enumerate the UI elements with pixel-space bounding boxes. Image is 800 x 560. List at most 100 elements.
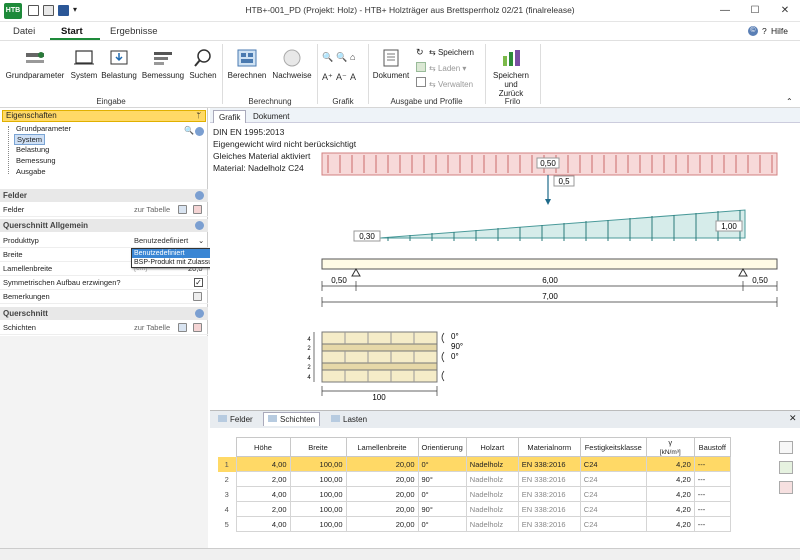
export-icon[interactable] bbox=[416, 77, 426, 87]
row-edit-icon[interactable] bbox=[779, 441, 793, 454]
cell-o[interactable]: 0° bbox=[417, 516, 467, 532]
tree-item-grundparameter[interactable]: Grundparameter bbox=[16, 124, 72, 133]
tab-datei[interactable]: Datei bbox=[13, 26, 36, 37]
cell-o[interactable]: 0° bbox=[417, 486, 467, 502]
dropdown-option-benutzedefiniert[interactable]: Benutzedefiniert bbox=[132, 249, 227, 258]
quick-access-dropdown-icon[interactable]: ▾ bbox=[73, 5, 78, 14]
lamellenbreite-input[interactable]: 20,0 bbox=[188, 264, 203, 273]
system-button[interactable]: System bbox=[68, 48, 100, 80]
cell-g[interactable]: 4,20 bbox=[645, 486, 695, 502]
cell-o[interactable]: 90° bbox=[417, 501, 467, 517]
nachweise-button[interactable]: Nachweise bbox=[270, 48, 314, 80]
symmetrisch-checkbox[interactable]: ✓ bbox=[194, 278, 203, 287]
col-breite[interactable]: Breite bbox=[289, 437, 347, 457]
cell-fk[interactable]: C24 bbox=[579, 471, 647, 487]
info-icon[interactable]: © bbox=[748, 26, 758, 36]
cell-bs[interactable]: --- bbox=[693, 501, 731, 517]
cell-fk[interactable]: C24 bbox=[579, 486, 647, 502]
tree-item-system[interactable]: System bbox=[14, 134, 46, 145]
cell-l[interactable]: 20,00 bbox=[345, 486, 419, 502]
cell-fk[interactable]: C24 bbox=[579, 501, 647, 517]
edit-icon[interactable] bbox=[193, 205, 202, 214]
tab-schichten[interactable]: Schichten bbox=[263, 412, 321, 426]
collapse-icon[interactable] bbox=[195, 191, 204, 200]
col-hoehe[interactable]: Höhe bbox=[235, 437, 291, 457]
cell-norm[interactable]: EN 338:2016 bbox=[517, 486, 581, 502]
cell-h[interactable]: 2,00 bbox=[235, 501, 291, 517]
table-icon[interactable] bbox=[178, 205, 187, 214]
new-file-icon[interactable] bbox=[28, 5, 39, 16]
cell-holz[interactable]: Nadelholz bbox=[465, 471, 519, 487]
edit-icon[interactable] bbox=[193, 323, 202, 332]
search-icon[interactable]: 🔍 bbox=[184, 126, 194, 135]
collapse-icon[interactable] bbox=[195, 221, 204, 230]
tab-dokument[interactable]: Dokument bbox=[253, 112, 290, 121]
save-icon[interactable] bbox=[43, 5, 54, 16]
collapse-icon[interactable] bbox=[195, 309, 204, 318]
belastung-button[interactable]: Belastung bbox=[100, 48, 138, 80]
cell-bs[interactable]: --- bbox=[693, 516, 731, 532]
speichern-profil-button[interactable]: ⇆ Speichern bbox=[429, 48, 474, 57]
cell-fk[interactable]: C24 bbox=[579, 456, 647, 472]
pin-icon[interactable]: ᛘ bbox=[196, 111, 201, 120]
cell-holz[interactable]: Nadelholz bbox=[465, 516, 519, 532]
tab-start[interactable]: Start bbox=[61, 26, 83, 37]
produkttyp-select[interactable]: Benutzedefiniert bbox=[134, 236, 189, 245]
col-lamellenbreite[interactable]: Lamellenbreite bbox=[345, 437, 419, 457]
cell-b[interactable]: 100,00 bbox=[289, 501, 347, 517]
grundparameter-button[interactable]: Grundparameter bbox=[3, 48, 67, 80]
table-row[interactable]: 2 2,00 100,00 20,00 90° Nadelholz EN 338:2016 C… bbox=[218, 471, 731, 487]
refresh-icon[interactable]: ↻ bbox=[416, 47, 424, 57]
col-baustoff[interactable]: Baustoff bbox=[693, 437, 731, 457]
help-icon[interactable]: ? bbox=[762, 26, 767, 36]
schichten-to-table[interactable]: zur Tabelle bbox=[134, 323, 171, 332]
word-icon[interactable] bbox=[58, 5, 69, 16]
cell-b[interactable]: 100,00 bbox=[289, 516, 347, 532]
tab-lasten[interactable]: Lasten bbox=[327, 413, 371, 426]
table-icon[interactable] bbox=[178, 323, 187, 332]
row-delete-icon[interactable] bbox=[779, 481, 793, 494]
table-row[interactable]: 4 2,00 100,00 20,00 90° Nadelholz EN 338:2016 C… bbox=[218, 501, 731, 517]
cell-l[interactable]: 20,00 bbox=[345, 471, 419, 487]
tab-ergebnisse[interactable]: Ergebnisse bbox=[110, 26, 158, 37]
cell-g[interactable]: 4,20 bbox=[645, 471, 695, 487]
home-icon[interactable]: ⌂ bbox=[350, 52, 356, 62]
chevron-down-icon[interactable]: ⌄ bbox=[198, 236, 205, 245]
speichern-und-zurueck-button[interactable]: Speichern und Zurück bbox=[488, 48, 534, 98]
cell-norm[interactable]: EN 338:2016 bbox=[517, 471, 581, 487]
tab-grafik[interactable]: Grafik bbox=[213, 110, 247, 123]
cell-l[interactable]: 20,00 bbox=[345, 501, 419, 517]
help-menu[interactable]: Hilfe bbox=[771, 26, 789, 36]
cell-h[interactable]: 4,00 bbox=[235, 486, 291, 502]
close-window-button[interactable]: ✕ bbox=[780, 5, 790, 16]
tree-item-ausgabe[interactable]: Ausgabe bbox=[16, 167, 46, 176]
cell-g[interactable]: 4,20 bbox=[645, 501, 695, 517]
col-festigkeitsklasse[interactable]: Festigkeitsklasse bbox=[579, 437, 647, 457]
col-holzart[interactable]: Holzart bbox=[465, 437, 519, 457]
cell-norm[interactable]: EN 338:2016 bbox=[517, 501, 581, 517]
minimize-button[interactable]: — bbox=[720, 5, 730, 16]
cell-norm[interactable]: EN 338:2016 bbox=[517, 516, 581, 532]
tree-item-belastung[interactable]: Belastung bbox=[16, 145, 50, 154]
dokument-button[interactable]: Dokument bbox=[371, 48, 411, 80]
cell-norm[interactable]: EN 338:2016 bbox=[517, 456, 581, 472]
font-smaller-icon[interactable]: A⁻ bbox=[336, 72, 347, 82]
edit-note-icon[interactable] bbox=[193, 292, 202, 301]
row-insert-icon[interactable] bbox=[779, 461, 793, 474]
berechnen-button[interactable]: Berechnen bbox=[226, 48, 268, 80]
cell-holz[interactable]: Nadelholz bbox=[465, 501, 519, 517]
verwalten-button[interactable]: ⇆ Verwalten bbox=[429, 80, 474, 89]
collapse-icon[interactable] bbox=[195, 127, 204, 136]
cell-o[interactable]: 90° bbox=[417, 471, 467, 487]
cell-h[interactable]: 4,00 bbox=[235, 516, 291, 532]
zoom-in-icon[interactable]: 🔍 bbox=[322, 52, 334, 62]
cell-o[interactable]: 0° bbox=[417, 456, 467, 472]
cell-b[interactable]: 100,00 bbox=[289, 456, 347, 472]
table-row[interactable]: 1 4,00 100,00 20,00 0° Nadelholz EN 338:2016 C2… bbox=[218, 456, 731, 472]
font-larger-icon[interactable]: A⁺ bbox=[322, 72, 333, 82]
col-materialnorm[interactable]: Materialnorm bbox=[517, 437, 581, 457]
zoom-out-icon[interactable]: 🔍 bbox=[336, 52, 348, 62]
close-panel-icon[interactable]: ✕ bbox=[789, 413, 797, 423]
cell-h[interactable]: 4,00 bbox=[235, 456, 291, 472]
maximize-button[interactable]: ☐ bbox=[750, 5, 760, 16]
